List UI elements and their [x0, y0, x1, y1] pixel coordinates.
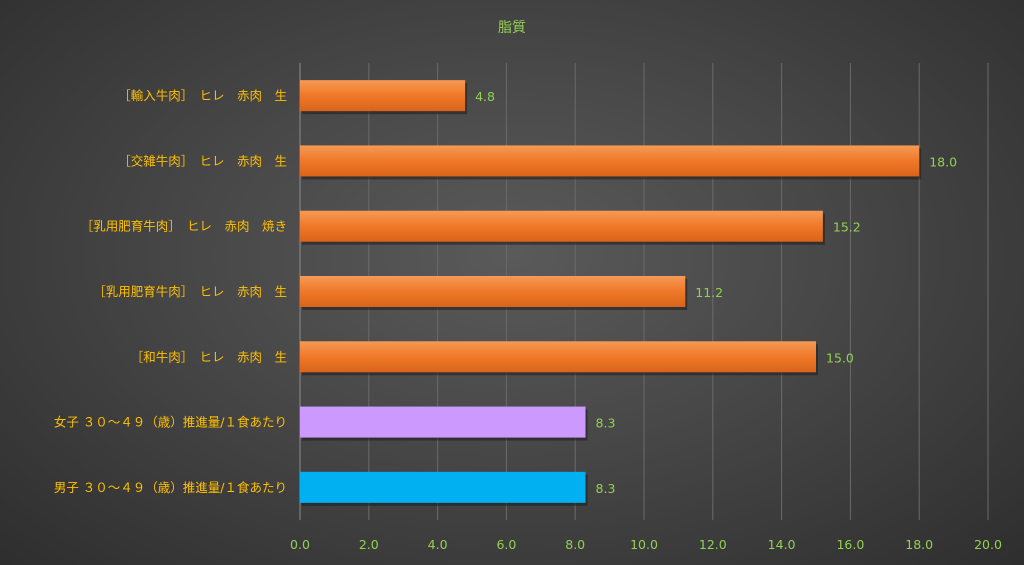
x-tick-label: 2.0 [359, 537, 379, 552]
category-label: 男子 ３０～４９（歳）推進量/１食あたり [54, 480, 287, 495]
bar [300, 471, 586, 503]
category-label: ［乳用肥育牛肉］ ヒレ 赤肉 生 [93, 284, 287, 299]
x-tick-label: 6.0 [496, 537, 516, 552]
data-label: 8.3 [596, 481, 616, 496]
label-layer: 0.0 2.0 4.0 6.0 8.0 10.0 12.0 14.0 16.0 18.0 20.0 ［… [54, 88, 1002, 552]
data-label: 11.2 [695, 285, 723, 300]
x-tick-label: 20.0 [974, 537, 1002, 552]
bar [300, 276, 686, 307]
category-label: ［輸入牛肉］ ヒレ 赤肉 生 [118, 88, 287, 103]
x-tick-label: 4.0 [428, 537, 448, 552]
x-tick-label: 16.0 [836, 537, 864, 552]
x-tick-label: 10.0 [630, 537, 658, 552]
category-label: 女子 ３０～４９（歳）推進量/１食あたり [54, 415, 287, 430]
bar [300, 210, 823, 242]
data-label: 15.2 [833, 220, 861, 235]
data-label: 15.0 [826, 350, 854, 365]
data-label: 8.3 [596, 416, 616, 431]
x-tick-label: 14.0 [768, 537, 796, 552]
category-label: ［和牛肉］ ヒレ 赤肉 生 [131, 349, 287, 364]
x-tick-label: 12.0 [699, 537, 727, 552]
bar [300, 406, 586, 438]
category-label: ［乳用肥育牛肉］ ヒレ 赤肉 焼き [81, 219, 287, 234]
bar [300, 145, 920, 177]
data-label: 18.0 [929, 154, 957, 169]
x-tick-label: 18.0 [905, 537, 933, 552]
x-tick-label: 8.0 [565, 537, 585, 552]
x-tick-label: 0.0 [290, 537, 310, 552]
category-label: ［交雑牛肉］ ヒレ 赤肉 生 [118, 153, 287, 168]
data-label: 4.8 [475, 89, 495, 104]
chart-title: 脂質 [498, 20, 526, 36]
bar [300, 341, 816, 373]
bar-layer [300, 80, 922, 506]
bar [300, 80, 466, 112]
